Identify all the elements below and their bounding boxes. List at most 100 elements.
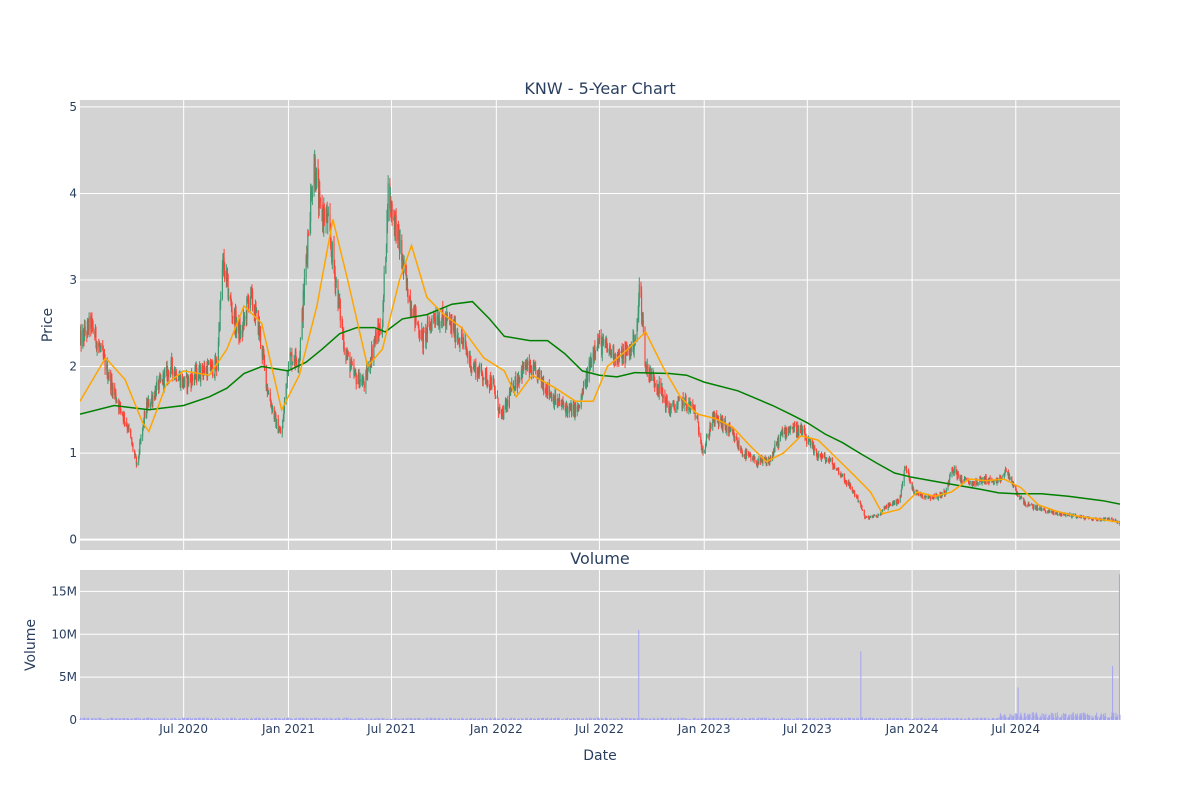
volume-bar bbox=[536, 718, 538, 720]
candle-down bbox=[270, 401, 272, 406]
volume-bar bbox=[745, 718, 747, 720]
volume-bar bbox=[123, 717, 125, 720]
volume-bar bbox=[1005, 717, 1007, 720]
volume-bar bbox=[773, 718, 775, 720]
volume-bar bbox=[677, 717, 679, 720]
candle-up bbox=[207, 363, 209, 378]
candle-up bbox=[262, 351, 264, 357]
volume-bar bbox=[82, 717, 84, 720]
volume-bar bbox=[969, 718, 971, 720]
candle-down bbox=[252, 291, 254, 308]
volume-bar bbox=[829, 717, 831, 720]
volume-bar bbox=[598, 718, 600, 720]
volume-bar bbox=[724, 719, 726, 720]
volume-bar bbox=[813, 717, 815, 720]
candle-down bbox=[191, 373, 193, 378]
volume-bar bbox=[541, 718, 543, 720]
volume-bar bbox=[772, 719, 774, 720]
candle-down bbox=[897, 498, 899, 501]
volume-bar bbox=[1003, 716, 1005, 720]
volume-bar bbox=[466, 718, 468, 720]
candle-down bbox=[458, 338, 460, 342]
candle-down bbox=[494, 391, 496, 397]
volume-bar bbox=[808, 718, 810, 720]
candle-down bbox=[1007, 472, 1009, 477]
candle-up bbox=[425, 328, 427, 342]
candle-up bbox=[211, 363, 213, 371]
candle-up bbox=[1048, 509, 1050, 513]
candle-up bbox=[291, 362, 293, 365]
candle-up bbox=[614, 354, 616, 362]
candle-down bbox=[330, 230, 332, 243]
candle-up bbox=[274, 413, 276, 419]
volume-bar bbox=[780, 718, 782, 720]
volume-bar bbox=[670, 718, 672, 720]
volume-bar bbox=[135, 718, 137, 720]
volume-bar bbox=[746, 719, 748, 720]
candle-up bbox=[441, 308, 443, 322]
candle-down bbox=[467, 353, 469, 358]
candle-down bbox=[363, 383, 365, 388]
volume-bar bbox=[473, 719, 475, 720]
candle-down bbox=[929, 497, 931, 499]
volume-bar bbox=[1087, 713, 1089, 720]
volume-bar bbox=[343, 719, 345, 720]
candle-up bbox=[282, 420, 284, 429]
volume-bar bbox=[797, 719, 799, 720]
volume-bar bbox=[725, 718, 727, 720]
volume-bar bbox=[889, 718, 891, 720]
candle-down bbox=[330, 242, 332, 252]
volume-bar bbox=[158, 718, 160, 720]
candle-down bbox=[889, 504, 892, 505]
date-tick-label: Jul 2021 bbox=[366, 722, 416, 736]
candle-down bbox=[1048, 509, 1050, 512]
volume-bar bbox=[665, 718, 667, 720]
candle-down bbox=[120, 408, 122, 412]
volume-bar bbox=[584, 719, 586, 720]
volume-bar bbox=[1019, 717, 1021, 720]
volume-bar bbox=[621, 717, 623, 720]
volume-bar bbox=[988, 719, 990, 720]
volume-bar bbox=[111, 718, 113, 720]
candle-up bbox=[1036, 505, 1038, 510]
volume-bar bbox=[1106, 719, 1108, 720]
volume-bar bbox=[1084, 714, 1086, 720]
volume-bar bbox=[1023, 713, 1025, 720]
volume-bar bbox=[757, 718, 759, 720]
volume-bar bbox=[150, 717, 152, 720]
candle-down bbox=[1068, 514, 1070, 516]
candle-down bbox=[91, 319, 94, 327]
volume-bar bbox=[640, 718, 642, 720]
candle-up bbox=[462, 341, 464, 345]
volume-bar bbox=[781, 717, 783, 720]
volume-bar bbox=[206, 717, 208, 720]
volume-bar bbox=[589, 719, 591, 720]
candle-up bbox=[503, 407, 505, 419]
volume-bar bbox=[533, 718, 535, 720]
volume-bar bbox=[893, 717, 895, 720]
volume-bar bbox=[1051, 712, 1053, 720]
candle-up bbox=[884, 506, 886, 509]
volume-bar bbox=[971, 719, 973, 720]
candle-down bbox=[817, 456, 819, 458]
volume-bar bbox=[981, 718, 983, 720]
candle-down bbox=[581, 396, 583, 398]
candle-up bbox=[705, 443, 707, 447]
volume-bar bbox=[597, 717, 599, 720]
candle-up bbox=[353, 372, 356, 375]
volume-bar bbox=[490, 719, 492, 720]
volume-bar bbox=[242, 718, 244, 720]
volume-bar bbox=[1113, 712, 1115, 720]
candle-down bbox=[602, 338, 604, 343]
volume-bar bbox=[203, 719, 205, 720]
volume-bar bbox=[688, 718, 690, 720]
volume-bar bbox=[123, 718, 125, 720]
candle-up bbox=[413, 309, 415, 317]
volume-plot-area bbox=[80, 570, 1120, 720]
volume-bar bbox=[417, 718, 419, 720]
candle-down bbox=[318, 182, 320, 209]
candle-down bbox=[230, 297, 232, 303]
volume-bar bbox=[658, 719, 660, 720]
candle-up bbox=[1055, 513, 1057, 515]
candle-down bbox=[1044, 509, 1046, 511]
